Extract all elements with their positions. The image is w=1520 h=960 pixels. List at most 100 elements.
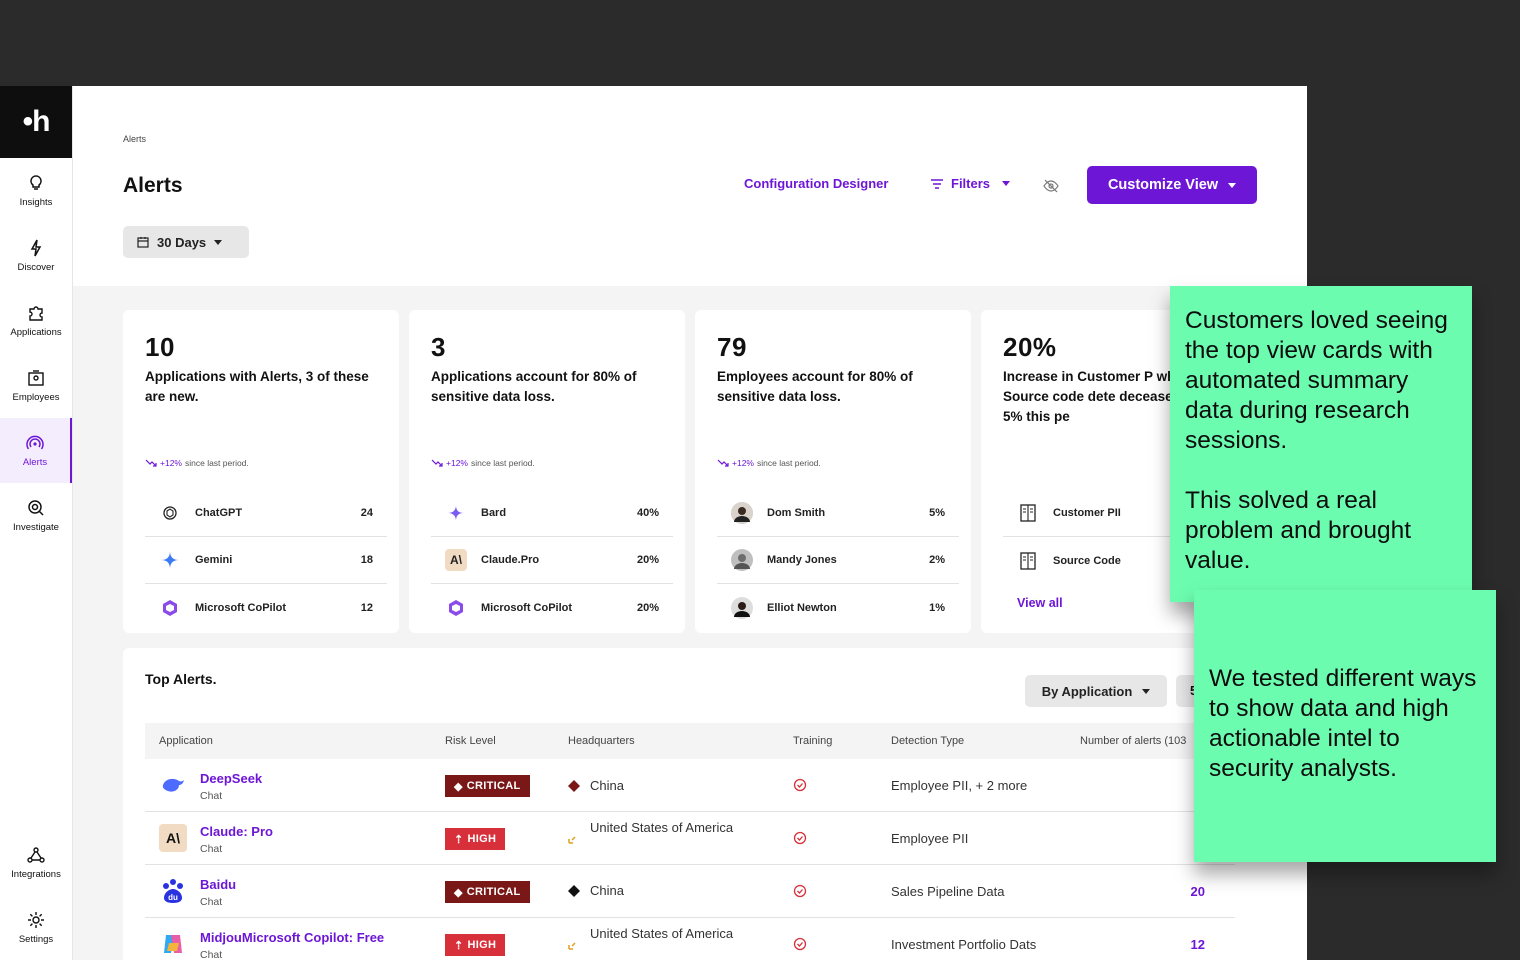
- avatar: [731, 502, 753, 524]
- sidebar-item-discover[interactable]: Discover: [0, 223, 72, 288]
- card-list: Bard 40% A\ Claude.Pro 20% Microsoft CoP…: [431, 490, 673, 631]
- list-item[interactable]: Microsoft CoPilot 12: [145, 584, 387, 631]
- table-row[interactable]: du Baidu Chat ◆ CRITICAL China Sales Pipe…: [145, 865, 1235, 918]
- column-header-detection-type[interactable]: Detection Type: [891, 735, 965, 747]
- list-item-value: 5%: [929, 507, 945, 519]
- breadcrumb[interactable]: Alerts: [123, 134, 147, 144]
- sidebar-item-integrations[interactable]: Integrations: [0, 830, 72, 895]
- main-content: Alerts Alerts 30 Days Configuration Desi…: [73, 86, 1307, 960]
- list-item-label: Bard: [481, 507, 507, 519]
- trend-value: +12%: [446, 458, 468, 468]
- column-header-risk-level[interactable]: Risk Level: [445, 735, 496, 747]
- trend-indicator: +12% since last period.: [717, 458, 821, 468]
- filters-label: Filters: [951, 176, 991, 191]
- chevron-down-icon: [1228, 182, 1237, 188]
- filters-button[interactable]: Filters: [931, 176, 1011, 191]
- list-item-label: Microsoft CoPilot: [195, 601, 287, 614]
- list-item-label: Customer PII: [1053, 507, 1121, 519]
- sidebar-item-insights[interactable]: Insights: [0, 158, 72, 223]
- list-item-label: Claude.Pro: [481, 554, 540, 566]
- list-item-value: 1%: [929, 601, 945, 614]
- headquarters-value: China: [590, 883, 624, 898]
- copilot-icon: [445, 597, 467, 619]
- list-item[interactable]: Source Code: [1003, 537, 1245, 584]
- configuration-designer-link[interactable]: Configuration Designer: [744, 176, 889, 191]
- sidebar-item-employees[interactable]: Employees: [0, 353, 72, 418]
- list-item-value: 40%: [636, 507, 659, 519]
- baidu-icon: du: [159, 877, 187, 905]
- list-item-value: 24: [360, 507, 373, 519]
- list-item[interactable]: Customer PII: [1003, 490, 1245, 537]
- gear-icon: [28, 912, 44, 928]
- trend-label: since last period.: [470, 458, 535, 468]
- page-title: Alerts: [123, 174, 183, 197]
- sticky-note-feedback: Customers loved seeing the top view card…: [1170, 286, 1472, 602]
- list-item-label: ChatGPT: [195, 507, 243, 519]
- check-circle-icon: [793, 831, 807, 845]
- app-type: Chat: [200, 790, 223, 802]
- list-item-value: 12: [360, 601, 373, 614]
- customize-view-button[interactable]: Customize View: [1087, 166, 1257, 204]
- app-logo[interactable]: •h: [0, 86, 72, 158]
- sidebar-item-investigate[interactable]: Investigate: [0, 483, 72, 548]
- sticky-note-testing: We tested different ways to show data an…: [1194, 590, 1496, 862]
- column-header-application[interactable]: Application: [159, 735, 213, 747]
- list-item[interactable]: Bard 40%: [431, 490, 673, 537]
- sidebar-item-settings[interactable]: Settings: [0, 895, 72, 960]
- sidebar-item-alerts[interactable]: Alerts: [0, 418, 72, 483]
- sidebar-item-label: Discover: [17, 262, 55, 273]
- note-text: We tested different ways to show data an…: [1209, 665, 1477, 782]
- table-header: Application Risk Level Headquarters Trai…: [145, 723, 1235, 759]
- signal-icon: [26, 435, 44, 450]
- calendar-icon: [137, 237, 149, 248]
- table-row[interactable]: DeepSeek Chat ◆ CRITICAL China Employee P…: [145, 759, 1235, 812]
- table-row[interactable]: A\ Claude: Pro Chat ⇡ HIGH United States …: [145, 812, 1235, 865]
- app-name-link[interactable]: MidjouMicrosoft Copilot: Free: [200, 930, 385, 945]
- column-header-headquarters[interactable]: Headquarters: [568, 735, 635, 747]
- app-name-link[interactable]: Baidu: [200, 877, 237, 892]
- copilot-icon: [159, 930, 187, 958]
- table-row[interactable]: MidjouMicrosoft Copilot: Free Chat ⇡ HIGH…: [145, 918, 1235, 960]
- list-item[interactable]: Elliot Newton 1%: [717, 584, 959, 631]
- risk-badge: ◆ CRITICAL: [445, 881, 530, 903]
- card-metric: 20%: [1003, 332, 1057, 362]
- list-item[interactable]: Microsoft CoPilot 20%: [431, 584, 673, 631]
- column-header-number-of-alerts[interactable]: Number of alerts (103: [1080, 735, 1187, 747]
- eye-off-icon[interactable]: [1043, 178, 1059, 194]
- app-name-link[interactable]: DeepSeek: [200, 771, 263, 786]
- list-item[interactable]: Gemini 18: [145, 537, 387, 584]
- page-header: Alerts Alerts 30 Days Configuration Desi…: [73, 86, 1307, 286]
- claude-icon: A\: [445, 549, 467, 571]
- sidebar-item-applications[interactable]: Applications: [0, 288, 72, 353]
- card-list: Dom Smith 5% Mandy Jones 2% Elliot Newto…: [717, 490, 959, 631]
- card-description: Applications with Alerts, 3 of these are…: [145, 369, 369, 404]
- diamond-icon: [568, 780, 580, 792]
- date-range-dropdown[interactable]: 30 Days: [123, 226, 249, 258]
- list-item-label: Mandy Jones: [767, 554, 837, 566]
- list-item[interactable]: Dom Smith 5%: [717, 490, 959, 537]
- list-item-value: 20%: [636, 554, 659, 566]
- arrow-up-icon: ⇡: [454, 939, 464, 952]
- sidebar: •h Insights Discover Applications Employ…: [0, 86, 73, 960]
- list-item[interactable]: A\ Claude.Pro 20%: [431, 537, 673, 584]
- alert-count-value[interactable]: 12: [1190, 937, 1205, 952]
- chatgpt-icon: [159, 502, 181, 524]
- magnifier-icon: [28, 500, 44, 516]
- view-all-link[interactable]: View all: [1017, 596, 1063, 610]
- app-name-link[interactable]: Claude: Pro: [200, 824, 273, 839]
- list-item[interactable]: ChatGPT 24: [145, 490, 387, 537]
- alert-count-value[interactable]: 20: [1190, 884, 1205, 899]
- diamond-icon: [568, 885, 580, 897]
- sidebar-item-label: Integrations: [11, 869, 61, 880]
- list-item-label: Gemini: [195, 554, 233, 566]
- detection-type-value: Employee PII: [891, 831, 969, 846]
- headquarters-value: China: [590, 778, 624, 793]
- svg-text:du: du: [168, 893, 178, 902]
- card-list: ChatGPT 24 Gemini 18 Microsoft CoPilot 1…: [145, 490, 387, 631]
- trend-indicator: +12% since last period.: [431, 458, 535, 468]
- avatar: [731, 596, 753, 619]
- group-by-dropdown[interactable]: By Application: [1025, 675, 1167, 707]
- list-item[interactable]: Mandy Jones 2%: [717, 537, 959, 584]
- lightbulb-icon: [30, 175, 42, 190]
- column-header-training[interactable]: Training: [793, 735, 833, 747]
